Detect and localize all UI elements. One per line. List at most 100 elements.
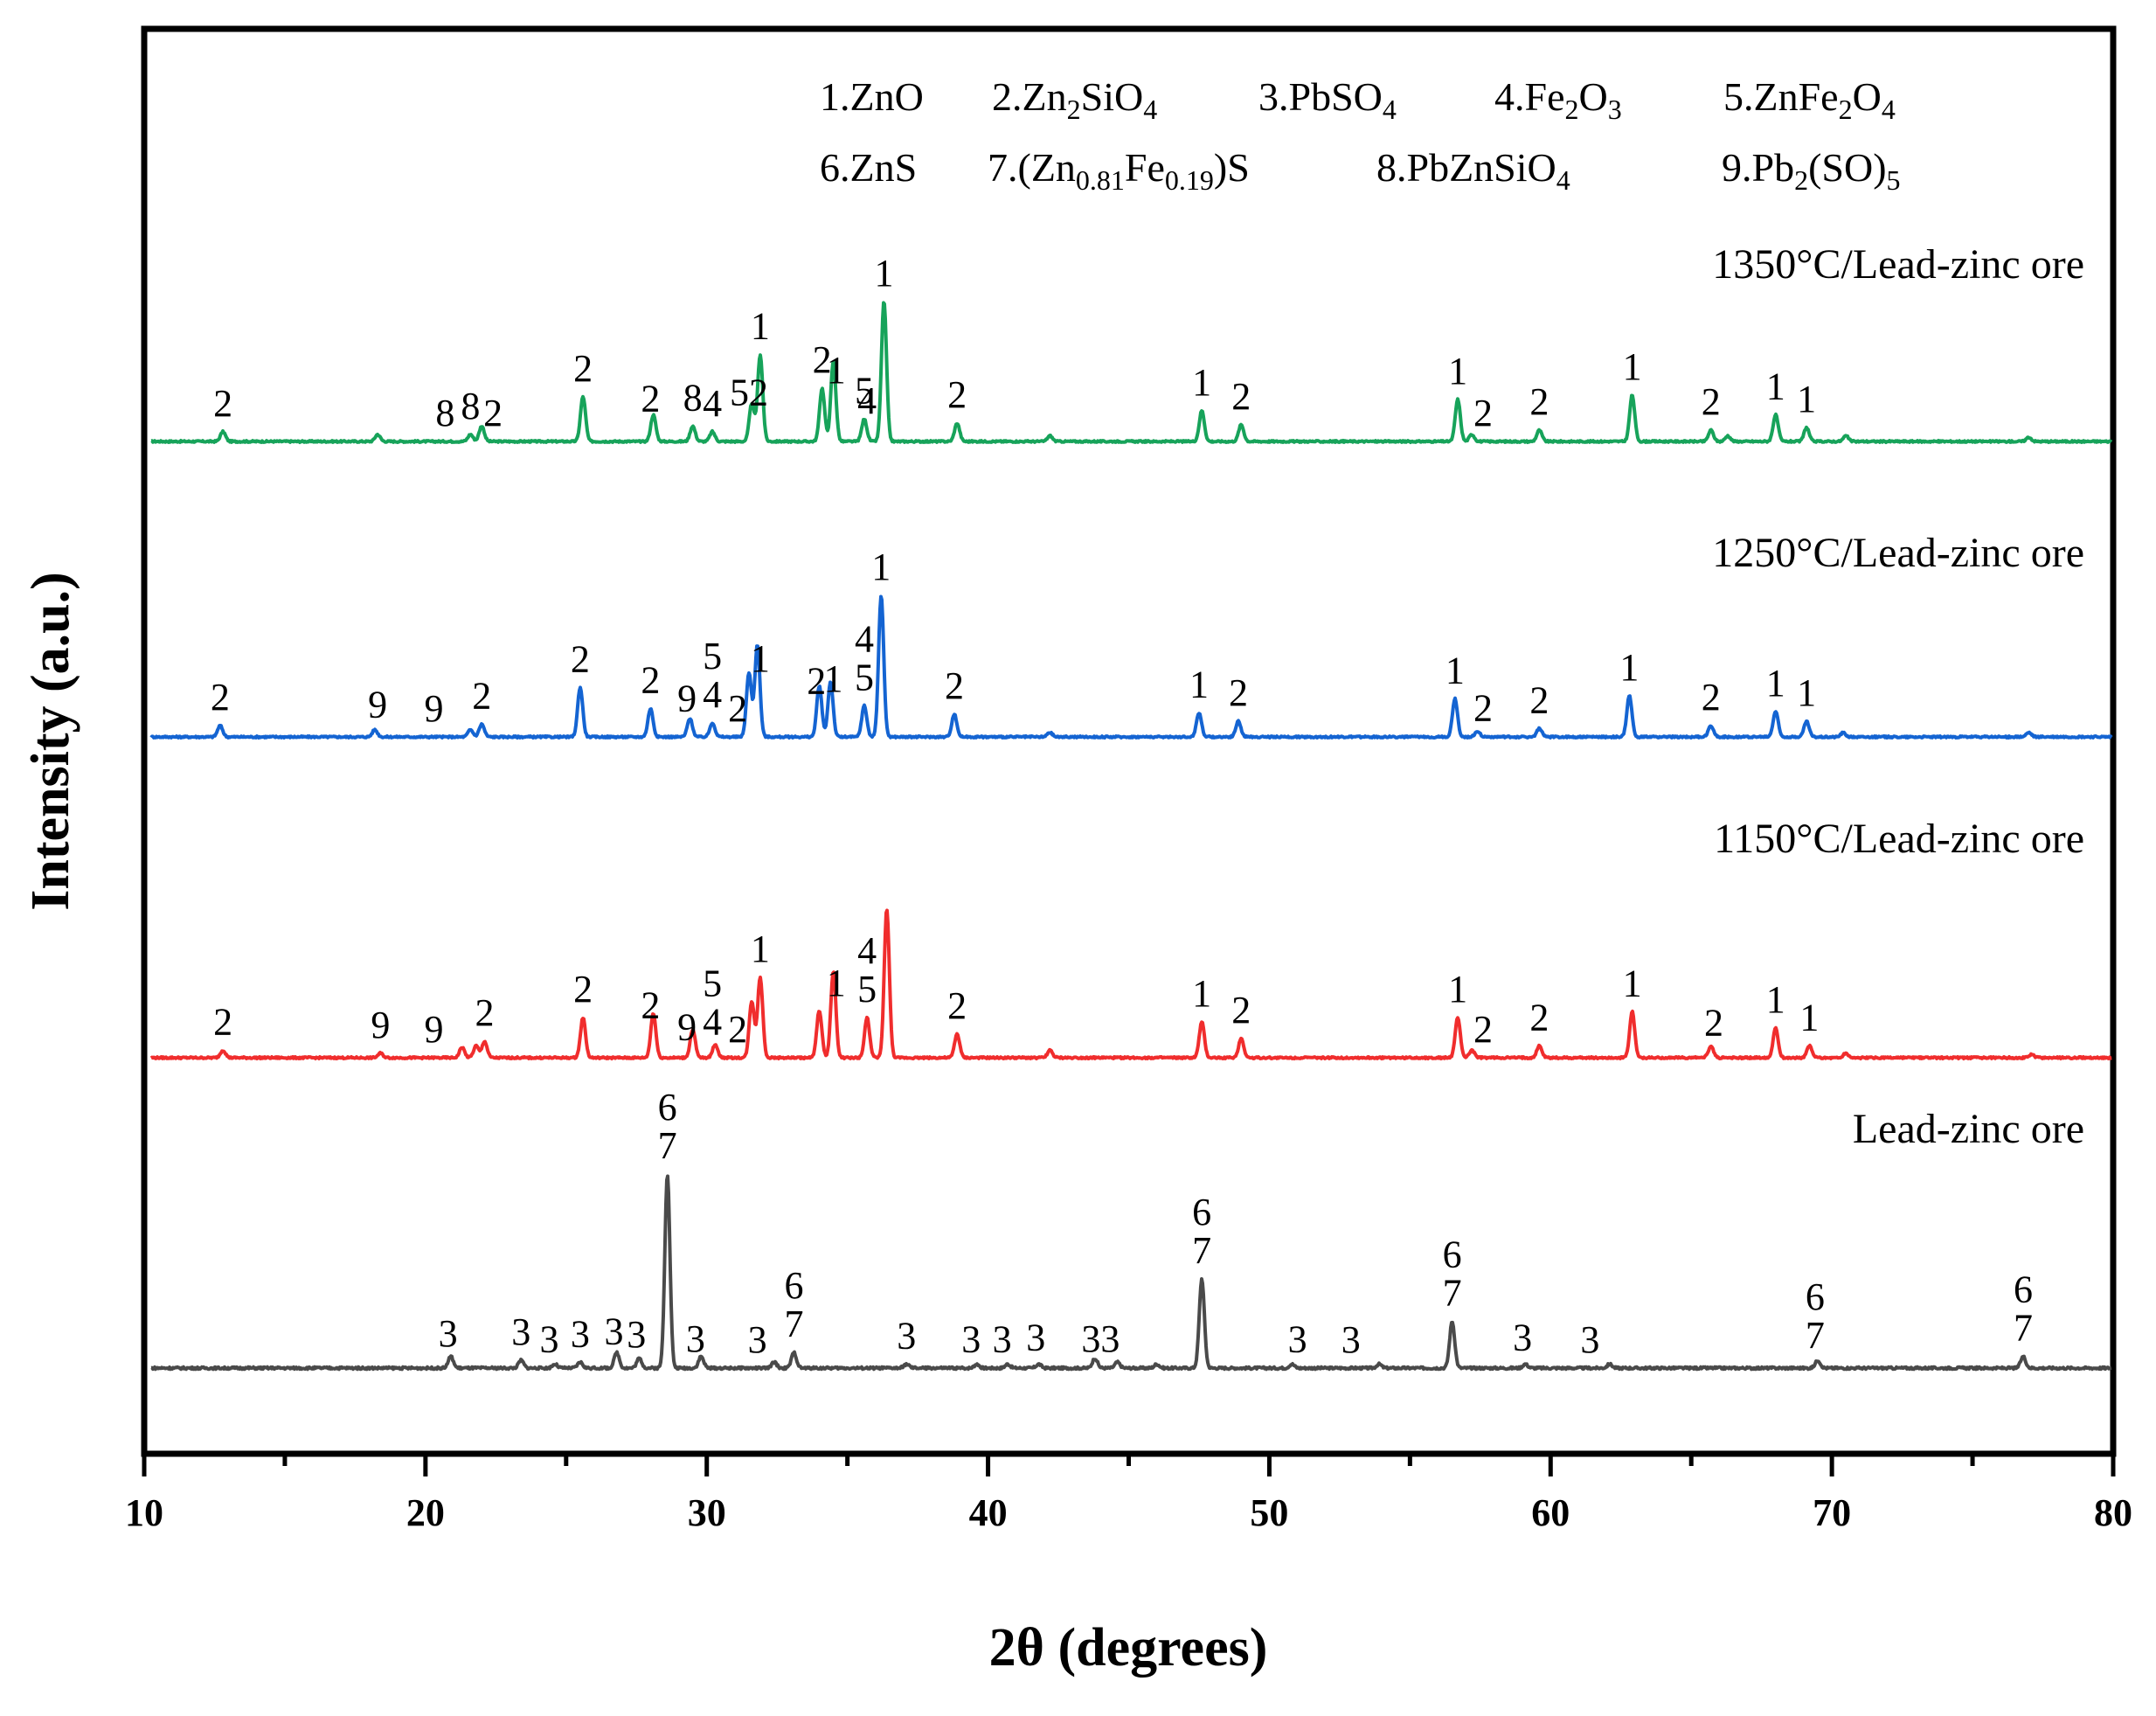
peak-label: 7 — [1192, 1229, 1211, 1272]
trace-2 — [149, 594, 2113, 740]
legend-entry: 3.PbSO4 — [1258, 74, 1397, 125]
legend-entry: 9.Pb2(SO)5 — [1722, 145, 1901, 196]
trace-3 — [149, 908, 2112, 1060]
peak-label: 3 — [1513, 1317, 1532, 1359]
peak-label: 6 — [658, 1086, 677, 1129]
peak-label: 9 — [425, 1008, 444, 1051]
peak-label: 3 — [1580, 1318, 1599, 1361]
x-tick-label: 50 — [1250, 1491, 1288, 1534]
peak-label: 2 — [213, 382, 232, 425]
series-name-label: Lead-zinc ore — [1853, 1106, 2084, 1152]
trace-4 — [150, 1174, 2112, 1372]
legend-entry: 4.Fe2O3 — [1494, 74, 1622, 125]
legend-entry: 1.ZnO — [820, 74, 924, 119]
peak-label: 2 — [573, 347, 593, 390]
peak-label: 9 — [371, 1004, 390, 1046]
peak-label: 4 — [703, 1001, 722, 1044]
peak-label: 2 — [573, 968, 593, 1011]
peak-label: 2 — [945, 664, 964, 707]
peak-label: 3 — [993, 1318, 1012, 1361]
peak-label: 1 — [1623, 962, 1642, 1004]
peak-label: 1 — [751, 637, 770, 680]
peak-label: 2 — [211, 676, 230, 719]
peak-label: 2 — [1529, 996, 1549, 1039]
peak-label: 7 — [784, 1303, 803, 1345]
peak-label: 7 — [1443, 1272, 1462, 1315]
peak-label: 1 — [824, 657, 843, 700]
peak-label: 2 — [1702, 676, 1721, 719]
series-name-label: 1150°C/Lead-zinc ore — [1714, 816, 2084, 862]
peak-label: 2 — [641, 984, 660, 1027]
x-axis-title: 2θ (degrees) — [989, 1618, 1268, 1678]
peak-label: 1 — [1766, 365, 1785, 408]
peak-label: 1 — [1766, 662, 1785, 705]
peak-label: 1 — [1799, 996, 1819, 1039]
peak-label: 7 — [2014, 1307, 2033, 1350]
peak-label: 1 — [874, 252, 893, 295]
peak-label: 2 — [1473, 1008, 1493, 1051]
x-tick-label: 30 — [688, 1491, 726, 1534]
peak-label: 9 — [677, 677, 697, 720]
peak-label: 6 — [1192, 1191, 1211, 1233]
peak-label: 3 — [571, 1312, 590, 1355]
x-tick-label: 40 — [969, 1491, 1008, 1534]
peak-label: 3 — [605, 1310, 624, 1352]
peak-label: 4 — [857, 379, 877, 422]
x-tick-label: 10 — [125, 1491, 163, 1534]
peak-label: 1 — [1189, 663, 1209, 706]
series-labels: 1350°C/Lead-zinc ore 1250°C/Lead-zinc ore… — [1712, 241, 2084, 1152]
x-axis-tick-labels: 10 20 30 40 50 60 70 80 — [125, 1491, 2132, 1534]
peak-label: 2 — [472, 674, 491, 717]
peak-label: 3 — [1026, 1317, 1045, 1359]
peak-label: 2 — [947, 984, 967, 1027]
peak-label: 4 — [703, 673, 722, 716]
x-tick-label: 70 — [1813, 1491, 1851, 1534]
peak-label: 5 — [855, 656, 874, 698]
trace-1 — [150, 301, 2113, 444]
peak-label: 3 — [627, 1313, 646, 1356]
peak-label: 1 — [1797, 671, 1816, 714]
peak-label: 6 — [2014, 1268, 2033, 1311]
peak-label: 2 — [728, 687, 747, 730]
peak-label: 33 — [1081, 1317, 1120, 1360]
legend-entry: 2.Zn2SiO4 — [992, 74, 1157, 125]
legend-entry: 6.ZnS — [820, 145, 917, 190]
peak-label: 9 — [368, 684, 387, 726]
x-tick-label: 80 — [2094, 1491, 2132, 1534]
peak-label: 2 — [947, 373, 967, 416]
peak-label: 3 — [686, 1317, 705, 1360]
peak-label: 3 — [439, 1312, 458, 1355]
peak-label: 3 — [539, 1318, 558, 1361]
peak-label: 5 — [857, 968, 877, 1011]
peak-label: 2 — [641, 378, 660, 420]
peak-label: 2 — [1231, 375, 1251, 418]
xrd-traces — [149, 301, 2113, 1372]
peak-label: 3 — [748, 1318, 767, 1361]
y-axis-title: Intensity (a.u.) — [21, 572, 80, 911]
peak-label: 2 — [1529, 380, 1549, 423]
peak-label: 2 — [213, 1001, 232, 1044]
peak-label: 1 — [871, 545, 891, 588]
peak-label: 3 — [511, 1310, 530, 1353]
peak-label: 6 — [784, 1264, 803, 1307]
peak-label: 1 — [1192, 972, 1211, 1015]
peak-label: 1 — [1448, 350, 1467, 393]
legend-entry: 7.(Zn0.81Fe0.19)S — [988, 145, 1250, 196]
peak-label: 2 — [1473, 392, 1493, 434]
peak-label: 1 — [751, 927, 770, 970]
peak-label: 6 — [1443, 1233, 1462, 1276]
peak-label: 5 — [703, 962, 722, 1005]
peak-label: 8 — [683, 376, 703, 419]
peak-label: 3 — [1288, 1318, 1307, 1361]
x-tick-label: 20 — [406, 1491, 445, 1534]
peak-label: 2 — [1702, 380, 1721, 423]
peak-label: 5 — [855, 369, 874, 412]
peak-label: 1 — [827, 349, 846, 392]
peak-label: 2 — [475, 991, 494, 1034]
peak-label: 1 — [1619, 646, 1639, 689]
peak-label: 2 — [1231, 989, 1251, 1032]
peak-label: 5 — [703, 635, 722, 677]
x-axis-ticks — [142, 1454, 2116, 1476]
